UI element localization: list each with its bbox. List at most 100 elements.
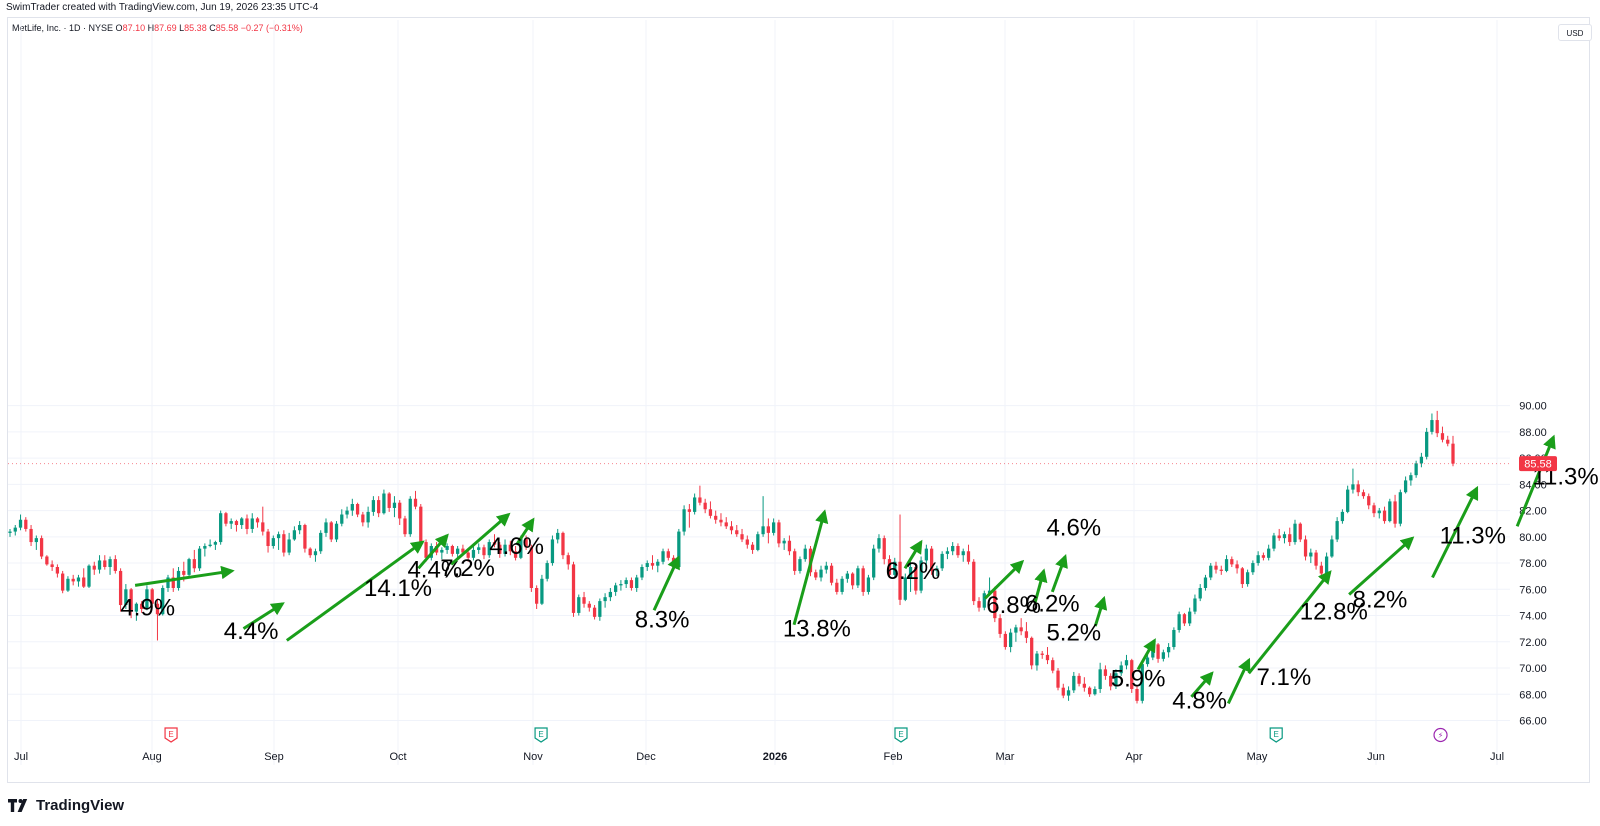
candle-body xyxy=(608,591,613,598)
candle-body xyxy=(266,531,270,547)
candle-body xyxy=(508,544,512,552)
candle-body xyxy=(29,528,33,543)
gain-arrow xyxy=(515,517,535,546)
candle-body xyxy=(1093,689,1097,695)
candle-body xyxy=(1014,627,1018,633)
open-value: 87.10 xyxy=(122,23,146,33)
candle xyxy=(387,492,391,512)
candle xyxy=(1024,622,1029,644)
candle-body xyxy=(535,587,539,604)
candle xyxy=(1409,472,1413,486)
candle-body xyxy=(629,580,634,588)
candle-body xyxy=(1098,669,1102,690)
candle-body xyxy=(197,548,202,569)
candle-body xyxy=(71,578,75,582)
candle-body xyxy=(714,515,718,520)
candle xyxy=(456,546,460,558)
candle-body xyxy=(82,577,86,587)
candle-body xyxy=(777,522,781,544)
candle-body xyxy=(945,551,950,554)
candle xyxy=(1119,661,1123,676)
candle-body xyxy=(940,553,944,569)
candle xyxy=(266,528,270,553)
candle-body xyxy=(450,546,455,554)
candle-body xyxy=(456,548,460,554)
candle-body xyxy=(1103,669,1108,676)
candle xyxy=(324,518,328,537)
candle xyxy=(450,544,455,557)
tradingview-logo[interactable]: TradingView xyxy=(8,797,124,814)
candle xyxy=(824,561,828,574)
low-label: L xyxy=(179,23,185,33)
candle xyxy=(1272,532,1276,552)
gain-label: 7.2% xyxy=(440,555,495,582)
candle xyxy=(155,598,160,641)
candle-body xyxy=(903,577,907,600)
candle-body xyxy=(556,532,560,540)
candle xyxy=(956,543,960,558)
candle-body xyxy=(1319,565,1323,574)
currency-button[interactable]: USD xyxy=(1558,24,1592,41)
candle xyxy=(708,501,713,519)
candle xyxy=(1303,535,1308,561)
candle xyxy=(1140,660,1144,704)
candle-body xyxy=(1130,660,1134,690)
candle-body xyxy=(961,551,965,556)
candle xyxy=(513,546,518,561)
x-tick-label: Jun xyxy=(1367,751,1385,763)
candle xyxy=(877,534,881,553)
candle-body xyxy=(635,577,639,588)
candle xyxy=(187,557,191,578)
candle xyxy=(1267,544,1271,561)
candle-body xyxy=(1066,690,1071,696)
candle-body xyxy=(1072,675,1076,691)
candle xyxy=(1066,686,1071,701)
gain-label: 8.2% xyxy=(1353,587,1408,614)
candle-body xyxy=(566,555,570,565)
candle xyxy=(208,539,212,548)
candle-body xyxy=(87,565,91,587)
symbol-name: MetLife, Inc. · 1D · NYSE xyxy=(12,23,114,33)
candle-body xyxy=(413,498,418,507)
candle xyxy=(261,506,265,536)
candle xyxy=(1388,498,1392,523)
candle xyxy=(361,511,365,527)
candle-body xyxy=(1314,552,1318,566)
candle-body xyxy=(1224,559,1229,571)
candle-body xyxy=(124,589,128,606)
candle-body xyxy=(1061,687,1065,696)
candle xyxy=(556,528,560,544)
candle-body xyxy=(145,589,149,609)
candle-body xyxy=(440,549,444,553)
candle-body xyxy=(1188,611,1192,624)
high-label: H xyxy=(147,23,155,33)
candle xyxy=(998,614,1002,638)
candle xyxy=(282,530,286,557)
candle xyxy=(76,574,81,587)
candle xyxy=(97,555,102,574)
candle xyxy=(1230,556,1234,567)
candle xyxy=(924,544,928,565)
candle xyxy=(629,577,634,591)
candle xyxy=(398,500,402,526)
candle xyxy=(540,574,544,606)
candle-body xyxy=(303,525,307,549)
candle-body xyxy=(377,500,381,514)
candle xyxy=(1098,662,1102,693)
candle-body xyxy=(208,544,212,547)
candle xyxy=(698,485,702,506)
candle xyxy=(893,557,897,578)
candle-body xyxy=(719,519,723,523)
low-value: 85.38 xyxy=(184,23,207,33)
candle-body xyxy=(108,559,112,567)
candle-body xyxy=(856,568,860,586)
candle-body xyxy=(1040,653,1044,655)
x-tick-label: Dec xyxy=(636,751,656,763)
x-tick-label: May xyxy=(1247,751,1268,763)
candle xyxy=(334,521,339,543)
tradingview-logo-icon xyxy=(8,799,28,812)
candle xyxy=(471,546,476,561)
candle xyxy=(340,509,344,527)
candle xyxy=(1335,517,1339,543)
